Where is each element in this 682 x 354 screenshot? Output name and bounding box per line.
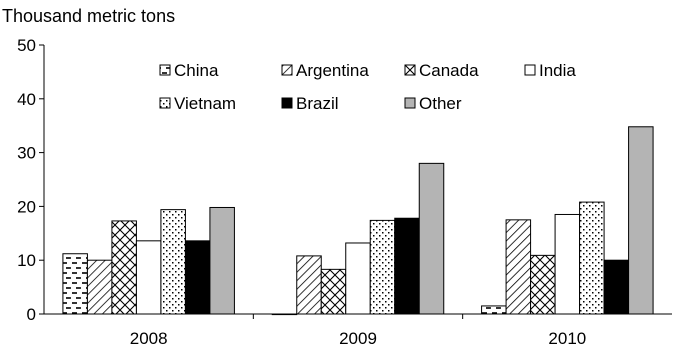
legend-label-brazil: Brazil — [296, 94, 339, 113]
y-tick-label: 10 — [17, 251, 36, 270]
legend-swatch-china — [159, 64, 171, 76]
bar-other-2009 — [418, 162, 445, 315]
y-axis-label: Thousand metric tons — [2, 6, 176, 26]
bar-brazil-2010 — [603, 259, 630, 315]
legend-label-india: India — [539, 61, 576, 80]
legend: China Argentina Canada India Vietnam Brazil Ot… — [159, 61, 576, 113]
bar-india-2009 — [345, 242, 371, 315]
legend-label-canada: Canada — [419, 61, 479, 80]
y-tick-label: 0 — [27, 305, 36, 324]
x-tick-label: 2008 — [130, 329, 168, 348]
legend-swatch-other — [404, 97, 416, 109]
bar-brazil-2008 — [184, 240, 211, 315]
legend-swatch-vietnam — [159, 97, 171, 109]
bar-other-2008 — [209, 206, 235, 315]
legend-label-vietnam: Vietnam — [174, 94, 236, 113]
bar-china-2010 — [481, 305, 507, 315]
legend-swatch-argentina — [281, 64, 293, 76]
bar-china-2008 — [62, 253, 88, 315]
bar-argentina-2009 — [296, 255, 322, 315]
bar-other-2010 — [628, 126, 654, 315]
bar-vietnam-2010 — [579, 201, 605, 315]
bar-canada-2010 — [530, 254, 556, 315]
legend-label-argentina: Argentina — [296, 61, 369, 80]
x-tick-label: 2009 — [339, 329, 377, 348]
legend-swatch-brazil — [281, 97, 293, 109]
bar-vietnam-2009 — [369, 219, 396, 315]
bar-india-2008 — [135, 240, 162, 315]
y-tick-label: 30 — [17, 144, 36, 163]
legend-label-other: Other — [419, 94, 462, 113]
y-tick-label: 20 — [17, 197, 36, 216]
x-tick-label: 2010 — [548, 329, 586, 348]
bars-group — [62, 126, 654, 316]
bar-brazil-2009 — [394, 217, 420, 315]
bar-china-2009 — [271, 313, 298, 316]
legend-label-china: China — [174, 61, 219, 80]
legend-swatch-canada — [404, 64, 416, 76]
bar-india-2010 — [554, 213, 581, 315]
bar-canada-2008 — [111, 220, 137, 315]
bar-argentina-2008 — [86, 259, 113, 315]
bar-vietnam-2008 — [160, 209, 186, 315]
legend-swatch-india — [524, 64, 536, 76]
y-tick-label: 40 — [17, 90, 36, 109]
bar-argentina-2010 — [505, 219, 532, 315]
y-tick-label: 50 — [17, 36, 36, 55]
bar-canada-2009 — [320, 268, 347, 315]
